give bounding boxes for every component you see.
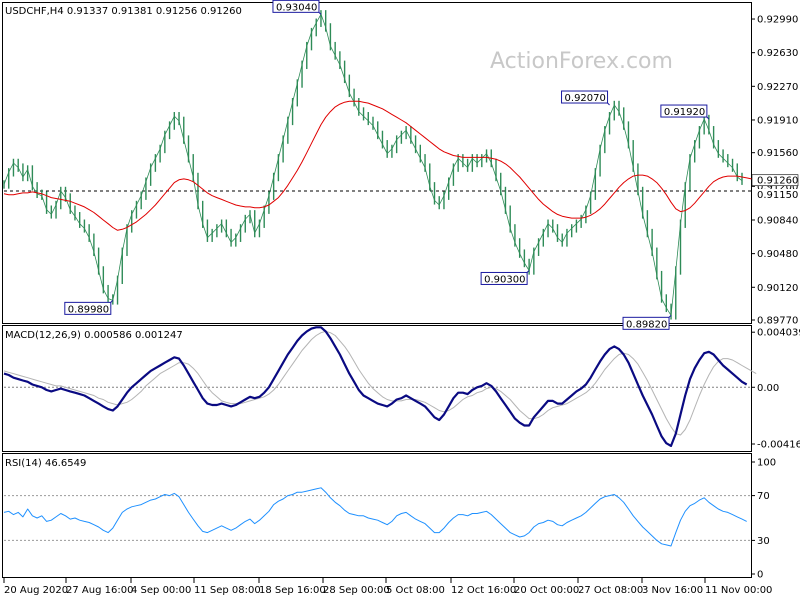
x-tick-label: 5 Oct 08:00	[386, 585, 445, 596]
annotation-label: 0.90300	[484, 274, 525, 285]
support-line: 0.91150 0.91260	[4, 174, 799, 201]
macd-panel-title: MACD(12,26,9) 0.000586 0.001247	[5, 330, 183, 341]
macd-tick-label: 0.00	[757, 383, 779, 394]
annotation-label: 0.89980	[68, 304, 109, 315]
annotation-box	[622, 316, 670, 330]
last-price-label-box	[751, 174, 799, 187]
price-tick-label: 0.90120	[757, 283, 798, 294]
rsi-tick-label: 70	[757, 491, 770, 502]
x-tick-label: 11 Sep 08:00	[194, 585, 261, 596]
macd-tick-label: 0.004039	[757, 328, 800, 339]
price-y-axis: 0.92990 0.92630 0.92270 0.91910 0.91560 0.912…	[751, 15, 798, 327]
annotation-label: 0.93040	[276, 2, 317, 13]
annotation-box	[561, 90, 609, 104]
annotation-box	[480, 271, 528, 285]
annotation-leader	[110, 300, 114, 303]
macd-y-axis: 0.004039 0.00 -0.00416	[751, 328, 800, 451]
moving-average-line	[3, 100, 752, 231]
macd-series-group	[3, 326, 757, 447]
annotation-leader	[318, 11, 322, 15]
annotation-leader	[706, 116, 710, 120]
x-tick-label: 11 Nov 00:00	[705, 585, 772, 596]
annotation-leader	[526, 270, 530, 273]
annotation-label: 0.91920	[664, 107, 705, 118]
macd-main-line	[3, 326, 748, 447]
rsi-y-axis: 100 70 30 0	[751, 458, 776, 581]
rsi-series-group	[3, 487, 751, 547]
annotation-box	[64, 301, 112, 315]
price-tick-label: 0.90840	[757, 215, 798, 226]
x-tick-label: 28 Sep 00:00	[323, 585, 390, 596]
x-tick-label: 3 Nov 16:00	[642, 585, 703, 596]
rsi-tick-label: 30	[757, 536, 770, 547]
price-series-group	[3, 10, 752, 320]
price-tick-label: 0.91200	[757, 182, 798, 193]
price-tick-label: 0.92990	[757, 15, 798, 26]
price-tick-label: 0.91560	[757, 148, 798, 159]
macd-signal-line	[3, 330, 757, 436]
x-tick-label: 27 Oct 08:00	[578, 585, 643, 596]
price-panel-title: USDCHF,H4 0.91337 0.91381 0.91256 0.9126…	[5, 6, 242, 17]
x-tick-label: 4 Sep 00:00	[131, 585, 191, 596]
last-price-label: 0.91260	[757, 176, 798, 187]
price-tick-label: 0.90480	[757, 249, 798, 260]
annotation-label: 0.89820	[626, 319, 667, 330]
x-tick-label: 18 Sep 16:00	[259, 585, 326, 596]
x-tick-label: 27 Aug 16:00	[66, 585, 133, 596]
rsi-tick-label: 100	[757, 458, 776, 469]
price-tick-label: 0.91910	[757, 115, 798, 126]
price-annotations: 0.93040 0.89980 0.92070 0.90300 0.91920 0.898…	[64, 0, 710, 330]
macd-tick-label: -0.00416	[757, 440, 800, 451]
x-tick-label: 20 Aug 2020	[4, 585, 68, 596]
x-tick-label: 20 Oct 00:00	[514, 585, 579, 596]
support-level-label: 0.91150	[757, 190, 798, 201]
price-tick-label: 0.92630	[757, 48, 798, 59]
rsi-tick-label: 0	[757, 570, 763, 581]
annotation-leader	[668, 314, 672, 318]
watermark: ActionForex.com	[490, 49, 673, 74]
support-level-label-box	[752, 189, 798, 201]
annotation-box	[272, 0, 320, 13]
price-panel-frame	[2, 2, 752, 324]
rsi-line	[3, 487, 747, 547]
rsi-panel-frame	[2, 453, 752, 578]
price-tick-label: 0.92270	[757, 82, 798, 93]
annotation-label: 0.92070	[565, 93, 606, 104]
price-close-line	[3, 13, 743, 316]
price-tick-label: 0.89770	[757, 316, 798, 327]
macd-panel-frame	[2, 325, 752, 452]
annotation-leader	[607, 102, 610, 106]
annotation-box	[660, 104, 708, 118]
x-tick-label: 12 Oct 16:00	[451, 585, 516, 596]
rsi-panel-title: RSI(14) 46.6549	[5, 458, 86, 469]
